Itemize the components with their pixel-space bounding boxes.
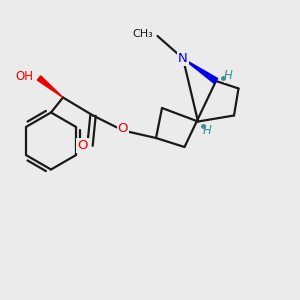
Text: O: O <box>118 122 128 136</box>
Text: N: N <box>178 52 188 65</box>
Polygon shape <box>37 76 63 98</box>
Text: H: H <box>202 124 211 137</box>
Text: H: H <box>224 69 233 82</box>
Text: OH: OH <box>16 70 34 83</box>
Text: CH₃: CH₃ <box>132 29 153 40</box>
Text: O: O <box>77 139 88 152</box>
Polygon shape <box>183 58 218 83</box>
